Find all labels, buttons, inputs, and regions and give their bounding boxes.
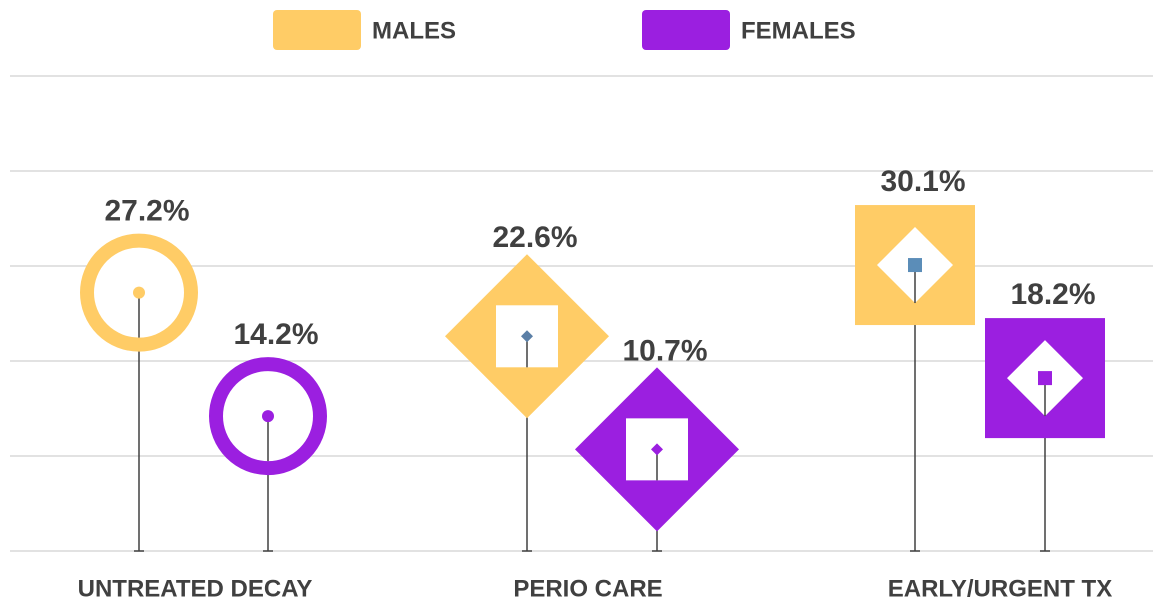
value-label: 10.7%: [622, 334, 707, 367]
point: [651, 443, 663, 456]
point: [521, 330, 533, 343]
value-label: 22.6%: [492, 221, 577, 254]
x-tick-label: PERIO CARE: [513, 575, 662, 602]
point: [262, 410, 274, 423]
value-label: 27.2%: [104, 195, 189, 228]
point: [1038, 371, 1052, 386]
x-tick-label: UNTREATED DECAY: [78, 575, 313, 602]
legend-label: MALES: [372, 17, 456, 44]
value-label: 18.2%: [1010, 278, 1095, 311]
legend-swatch: [273, 10, 361, 50]
x-tick-label: EARLY/URGENT TX: [888, 575, 1112, 602]
point: [133, 286, 145, 299]
point: [908, 258, 922, 273]
value-label: 14.2%: [233, 318, 318, 351]
legend-label: FEMALES: [741, 17, 856, 44]
legend-swatch: [642, 10, 730, 50]
value-label: 30.1%: [880, 165, 965, 198]
